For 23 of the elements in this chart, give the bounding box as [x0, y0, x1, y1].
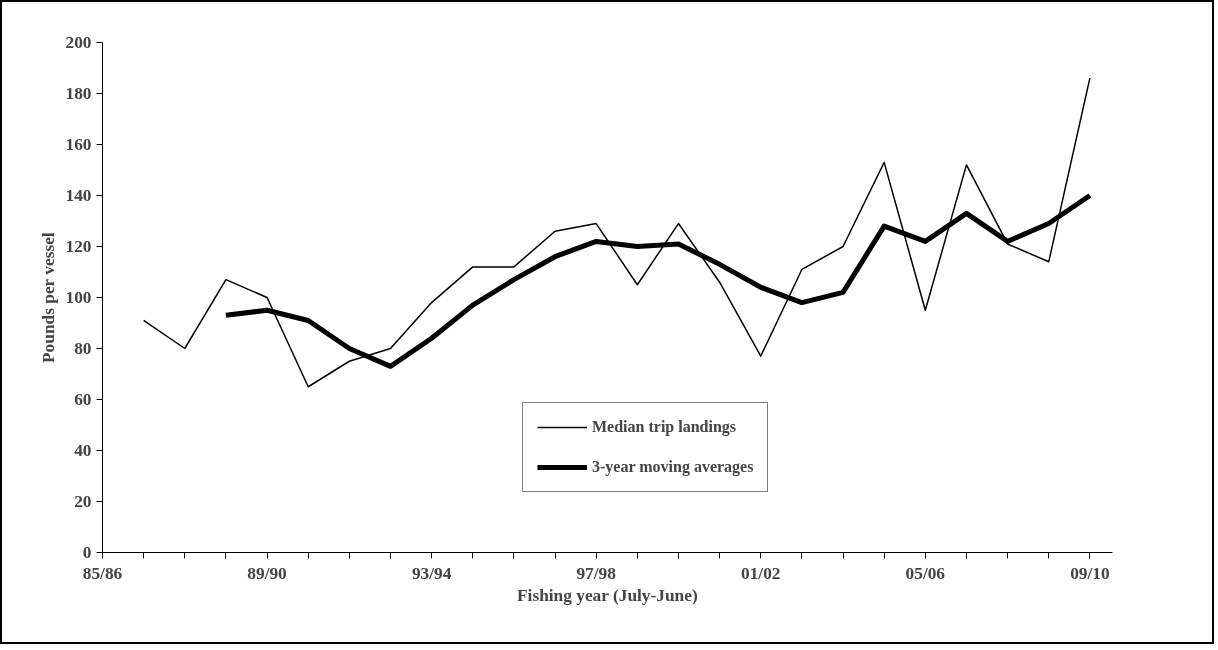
y-tick-label: 80	[74, 339, 92, 358]
y-tick-label: 120	[65, 237, 92, 256]
y-tick-label: 140	[65, 186, 92, 205]
y-tick-label: 60	[74, 390, 92, 409]
legend-label: Median trip landings	[592, 418, 737, 436]
legend-label: 3-year moving averages	[592, 458, 754, 476]
y-tick-label: 40	[74, 441, 92, 460]
y-tick-label: 160	[65, 135, 92, 154]
x-tick-label: 01/02	[741, 563, 781, 583]
line-series	[142, 77, 1091, 388]
y-axis-title: Pounds per vessel	[38, 232, 58, 363]
x-tick-label: 97/98	[576, 563, 617, 583]
y-tick-label: 0	[82, 543, 92, 562]
y-tick-label: 20	[74, 492, 92, 511]
x-tick-label: 09/10	[1070, 563, 1110, 583]
x-tick-label: 05/06	[905, 563, 946, 583]
y-tick-label: 100	[65, 288, 92, 307]
x-tick-label: 85/86	[82, 563, 123, 583]
x-tick-label: 93/94	[411, 563, 452, 583]
y-tick-label: 200	[65, 33, 92, 52]
x-axis-title: Fishing year (July-June)	[517, 585, 698, 605]
x-tick-label: 89/90	[247, 563, 287, 583]
y-tick-label: 180	[65, 84, 92, 103]
